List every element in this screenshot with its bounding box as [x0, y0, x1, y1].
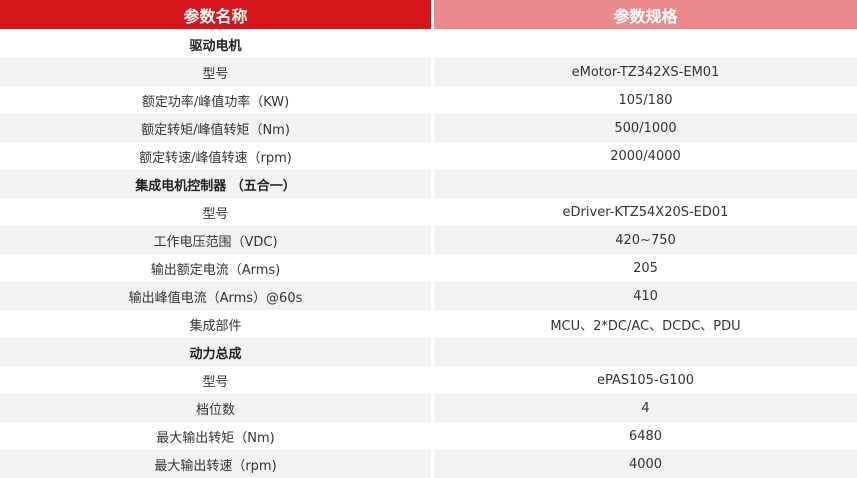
param-name: 档位数	[0, 394, 431, 422]
param-value: 105/180	[618, 92, 673, 108]
section-row: 动力总成	[0, 338, 857, 366]
param-value: eDriver-KTZ54X20S-ED01	[562, 204, 729, 220]
param-name: 输出峰值电流（Arms）@60s	[0, 282, 431, 310]
table-body: 驱动电机 型号 eMotor-TZ342XS-EM01 额定功率/峰值功率（KW) 10…	[0, 30, 857, 478]
section-row: 集成电机控制器 （五合一）	[0, 170, 857, 198]
param-value	[434, 170, 857, 198]
param-value	[434, 30, 857, 58]
param-name: 额定功率/峰值功率（KW)	[141, 94, 290, 110]
param-value: 4000	[434, 450, 857, 478]
table-row: 最大输出转矩（Nm) 6480	[0, 422, 857, 450]
table-row: 输出额定电流（Arms) 205	[0, 254, 857, 282]
param-name: 型号	[202, 374, 229, 390]
header-param-name: 参数名称	[0, 0, 431, 29]
param-value	[434, 338, 857, 366]
table-row: 档位数 4	[0, 394, 857, 422]
param-name: 额定转速/峰值转速（rpm)	[139, 150, 292, 166]
table-row: 工作电压范围（VDC) 420~750	[0, 226, 857, 254]
table-row: 型号 eMotor-TZ342XS-EM01	[0, 58, 857, 86]
section-row: 驱动电机	[0, 30, 857, 58]
table-row: 额定转速/峰值转速（rpm) 2000/4000	[0, 142, 857, 170]
param-value: MCU、2*DC/AC、DCDC、PDU	[550, 318, 741, 334]
param-name: 输出额定电流（Arms)	[150, 262, 281, 278]
header-param-spec: 参数规格	[434, 0, 857, 29]
param-value: eMotor-TZ342XS-EM01	[434, 58, 857, 86]
table-row: 型号 eDriver-KTZ54X20S-ED01	[0, 198, 857, 226]
param-value: 6480	[628, 428, 663, 444]
table-row: 额定功率/峰值功率（KW) 105/180	[0, 86, 857, 114]
param-name: 工作电压范围（VDC)	[0, 226, 431, 254]
param-value: 420~750	[434, 226, 857, 254]
param-name: 型号	[202, 206, 229, 222]
param-value: 410	[434, 282, 857, 310]
table-row: 额定转矩/峰值转矩（Nm) 500/1000	[0, 114, 857, 142]
table-header: 参数名称 参数规格	[0, 0, 857, 30]
table-row: 输出峰值电流（Arms）@60s 410	[0, 282, 857, 310]
param-name: 驱动电机	[189, 38, 242, 54]
table-row: 型号 ePAS105-G100	[0, 366, 857, 394]
param-name: 额定转矩/峰值转矩（Nm)	[0, 114, 431, 142]
param-name: 集成部件	[189, 318, 242, 334]
param-value: 205	[633, 260, 658, 276]
param-name: 型号	[0, 58, 431, 86]
param-value: 500/1000	[434, 114, 857, 142]
param-name: 最大输出转速（rpm)	[0, 450, 431, 478]
param-value: 2000/4000	[610, 148, 681, 164]
param-name: 动力总成	[0, 338, 431, 366]
table-row: 最大输出转速（rpm) 4000	[0, 450, 857, 478]
table-row: 集成部件 MCU、2*DC/AC、DCDC、PDU	[0, 310, 857, 338]
param-value: ePAS105-G100	[596, 372, 695, 388]
param-name: 最大输出转矩（Nm)	[156, 430, 275, 446]
param-value: 4	[434, 394, 857, 422]
param-name: 集成电机控制器 （五合一）	[0, 170, 431, 198]
